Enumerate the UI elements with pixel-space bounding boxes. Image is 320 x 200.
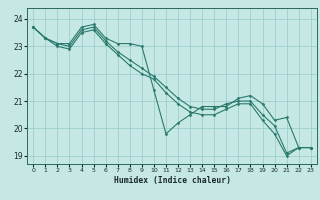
X-axis label: Humidex (Indice chaleur): Humidex (Indice chaleur) (114, 176, 230, 185)
